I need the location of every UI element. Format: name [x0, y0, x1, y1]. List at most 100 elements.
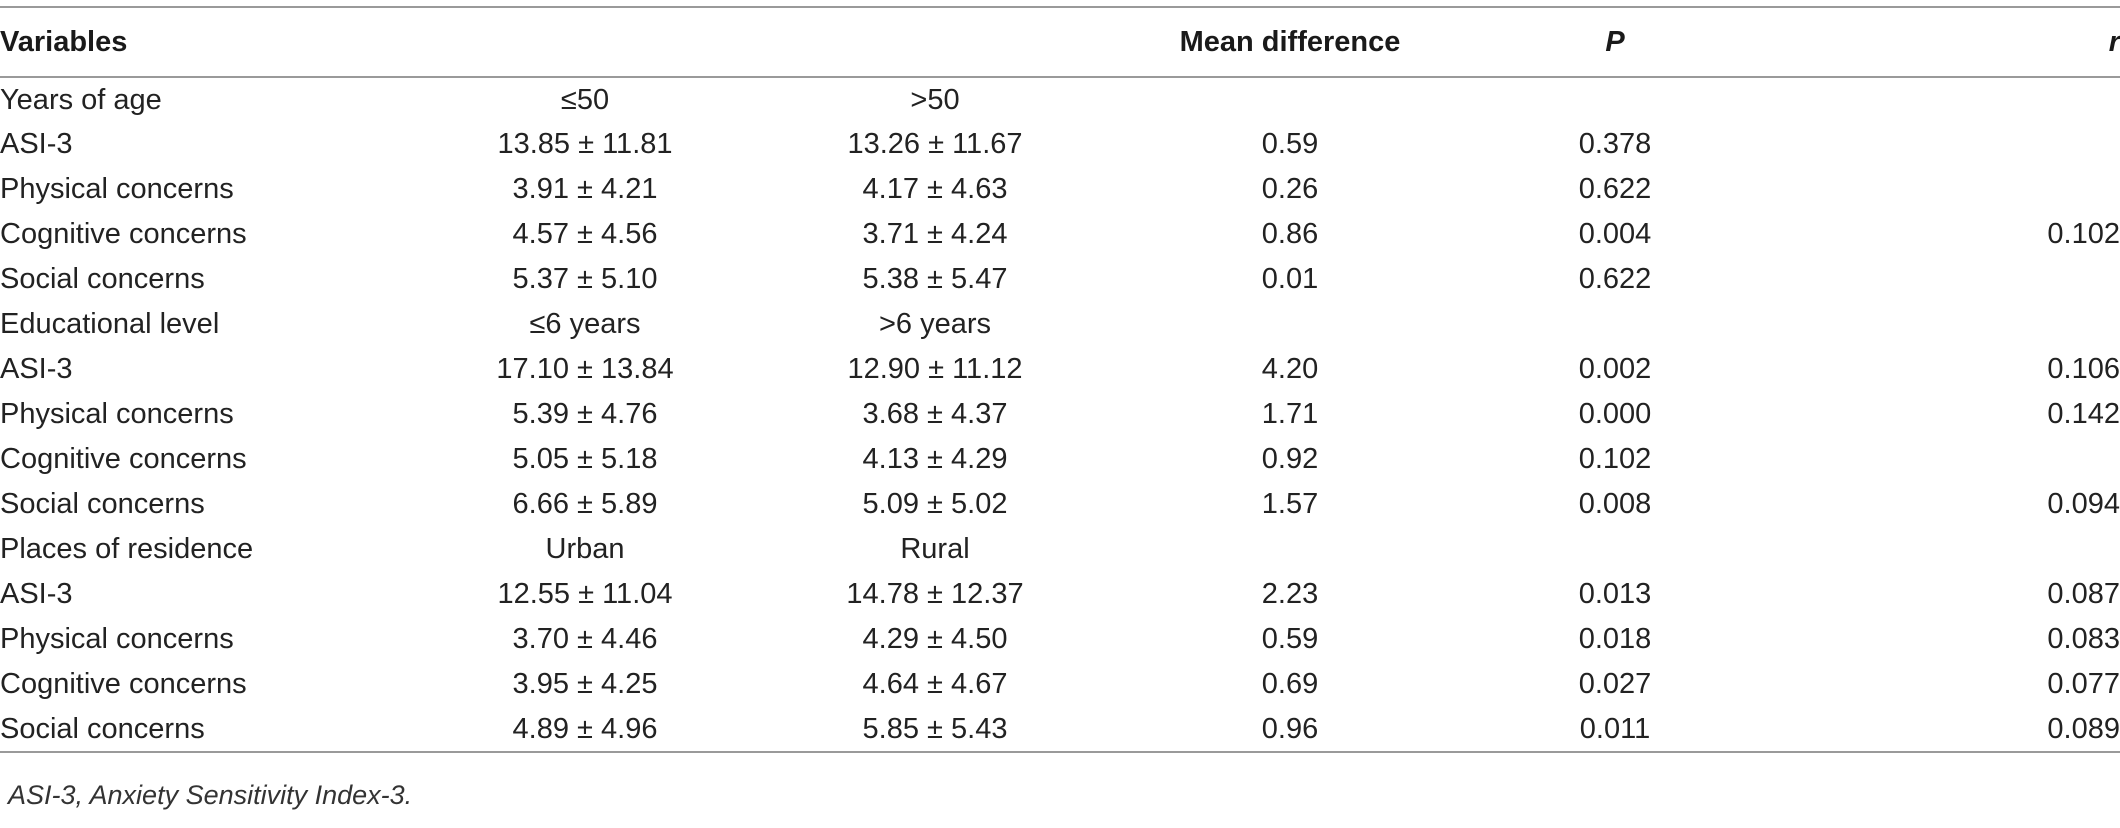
table-row: Physical concerns 3.91 ± 4.21 4.17 ± 4.63 0… — [0, 167, 2120, 212]
group-1-cell: 3.91 ± 4.21 — [512, 173, 658, 205]
group-2-cell: >50 — [910, 83, 960, 116]
r-value-cell — [1790, 437, 2120, 482]
r-value-cell: 0.077 — [2047, 668, 2120, 700]
mean-difference-cell: 2.23 — [1261, 578, 1319, 610]
table-header: Variables Mean difference P r — [0, 6, 2120, 78]
group-2-cell: 3.71 ± 4.24 — [862, 218, 1008, 250]
r-value-cell: 0.142 — [2047, 398, 2120, 430]
p-value-cell — [1440, 77, 1790, 122]
group-2-cell: >6 years — [878, 308, 992, 340]
table-group-row: Years of age ≤50 >50 — [0, 77, 2120, 122]
group-1-cell: Urban — [545, 533, 625, 565]
r-value-cell: 0.106 — [2047, 353, 2120, 385]
group-2-cell: 4.64 ± 4.67 — [862, 668, 1008, 700]
group-1-cell: 17.10 ± 13.84 — [496, 353, 674, 385]
header-r: r — [1790, 6, 2120, 78]
r-value-cell — [1790, 167, 2120, 212]
p-value-cell: 0.027 — [1578, 668, 1652, 700]
r-value-cell: 0.083 — [2047, 623, 2120, 655]
variable-cell: Social concerns — [0, 707, 440, 753]
mean-difference-cell: 0.86 — [1261, 218, 1319, 250]
mean-difference-cell — [1140, 77, 1440, 122]
group-1-cell: 3.70 ± 4.46 — [512, 623, 658, 655]
group-2-cell: 3.68 ± 4.37 — [862, 398, 1008, 430]
group-2-cell: Rural — [900, 533, 970, 565]
mean-difference-cell: 1.71 — [1261, 398, 1319, 430]
p-value-cell: 0.018 — [1578, 623, 1652, 655]
table-row: Cognitive concerns 5.05 ± 5.18 4.13 ± 4.29… — [0, 437, 2120, 482]
variable-cell: ASI-3 — [0, 353, 73, 385]
group-2-cell: 13.26 ± 11.67 — [847, 128, 1023, 160]
variable-cell: ASI-3 — [0, 128, 73, 160]
p-value-cell — [1440, 302, 1790, 347]
variable-cell: Cognitive concerns — [0, 218, 247, 250]
mean-difference-cell: 0.59 — [1261, 128, 1319, 160]
variable-cell: Physical concerns — [0, 398, 234, 430]
header-row: Variables Mean difference P r — [0, 6, 2120, 78]
variable-cell: Cognitive concerns — [0, 668, 247, 700]
group-1-cell: 5.37 ± 5.10 — [512, 263, 658, 295]
group-2-cell: 4.29 ± 4.50 — [862, 623, 1008, 655]
table-row: Cognitive concerns 4.57 ± 4.56 3.71 ± 4.24… — [0, 212, 2120, 257]
group-1-cell: 12.55 ± 11.04 — [497, 578, 673, 610]
p-value-cell: 0.622 — [1578, 263, 1652, 295]
p-value-cell: 0.011 — [1440, 707, 1790, 753]
mean-difference-cell: 0.59 — [1261, 623, 1319, 655]
mean-difference-cell: 0.01 — [1261, 263, 1319, 295]
group-2-cell: 5.85 ± 5.43 — [730, 707, 1140, 753]
mean-difference-cell: 0.26 — [1261, 173, 1319, 205]
group-2-cell: 4.17 ± 4.63 — [862, 173, 1008, 205]
variable-cell: Places of residence — [0, 533, 254, 565]
mean-difference-cell: 1.57 — [1261, 488, 1319, 520]
header-variables: Variables — [0, 6, 440, 78]
variable-cell: ASI-3 — [0, 578, 73, 610]
p-value-cell: 0.378 — [1578, 128, 1652, 160]
p-value-cell: 0.000 — [1578, 398, 1652, 430]
r-value-cell — [1790, 77, 2120, 122]
mean-difference-cell: 0.92 — [1261, 443, 1319, 475]
p-value-cell: 0.004 — [1578, 218, 1652, 250]
table-group-row: Places of residence Urban Rural — [0, 527, 2120, 572]
table-row: Physical concerns 5.39 ± 4.76 3.68 ± 4.37 1… — [0, 392, 2120, 437]
group-1-cell: 5.05 ± 5.18 — [512, 443, 658, 475]
variable-cell: Social concerns — [0, 263, 205, 295]
variable-cell: Physical concerns — [0, 173, 234, 205]
group-1-cell: 13.85 ± 11.81 — [497, 128, 673, 160]
table-body: Years of age ≤50 >50 ASI-3 13.85 ± 11.81 13.2… — [0, 77, 2120, 753]
p-value-cell: 0.013 — [1578, 578, 1652, 610]
group-1-cell: 4.89 ± 4.96 — [440, 707, 730, 753]
variable-cell: Educational level — [0, 308, 220, 340]
header-p: P — [1440, 6, 1790, 78]
table-group-row: Educational level ≤6 years >6 years — [0, 302, 2120, 347]
group-2-cell: 12.90 ± 11.12 — [847, 353, 1023, 385]
group-2-cell: 5.38 ± 5.47 — [862, 263, 1008, 295]
table-row: Social concerns 5.37 ± 5.10 5.38 ± 5.47 0.0… — [0, 257, 2120, 302]
group-1-cell: 4.57 ± 4.56 — [512, 218, 658, 250]
group-1-cell: 6.66 ± 5.89 — [512, 488, 658, 520]
variable-cell: Cognitive concerns — [0, 443, 247, 475]
r-value-cell: 0.087 — [2047, 578, 2120, 610]
r-value-cell: 0.094 — [2047, 488, 2120, 520]
p-value-cell: 0.102 — [1578, 443, 1652, 475]
group-2-cell: 14.78 ± 12.37 — [846, 578, 1024, 610]
p-value-cell: 0.008 — [1578, 488, 1652, 520]
results-table: Variables Mean difference P r Years of a… — [0, 6, 2120, 753]
r-value-cell: 0.102 — [2047, 218, 2120, 250]
p-value-cell: 0.002 — [1578, 353, 1652, 385]
variable-cell: Years of age — [0, 83, 162, 116]
group-1-cell: ≤6 years — [529, 308, 641, 340]
table-row: ASI-3 13.85 ± 11.81 13.26 ± 11.67 0.59 0.378 — [0, 122, 2120, 167]
group-2-cell: 5.09 ± 5.02 — [862, 488, 1008, 520]
variable-cell: Physical concerns — [0, 623, 234, 655]
table-row: Social concerns 4.89 ± 4.96 5.85 ± 5.43 0.9… — [0, 707, 2120, 753]
r-value-cell — [1790, 302, 2120, 347]
header-group-2 — [730, 6, 1140, 78]
table-footnote: ASI-3, Anxiety Sensitivity Index-3. — [8, 780, 413, 810]
table-row: ASI-3 12.55 ± 11.04 14.78 ± 12.37 2.23 0.013… — [0, 572, 2120, 617]
group-1-cell: ≤50 — [560, 83, 610, 116]
r-value-cell — [1790, 122, 2120, 167]
table-row: Physical concerns 3.70 ± 4.46 4.29 ± 4.50 0… — [0, 617, 2120, 662]
r-value-cell — [1790, 527, 2120, 572]
table-row: ASI-3 17.10 ± 13.84 12.90 ± 11.12 4.20 0.002… — [0, 347, 2120, 392]
